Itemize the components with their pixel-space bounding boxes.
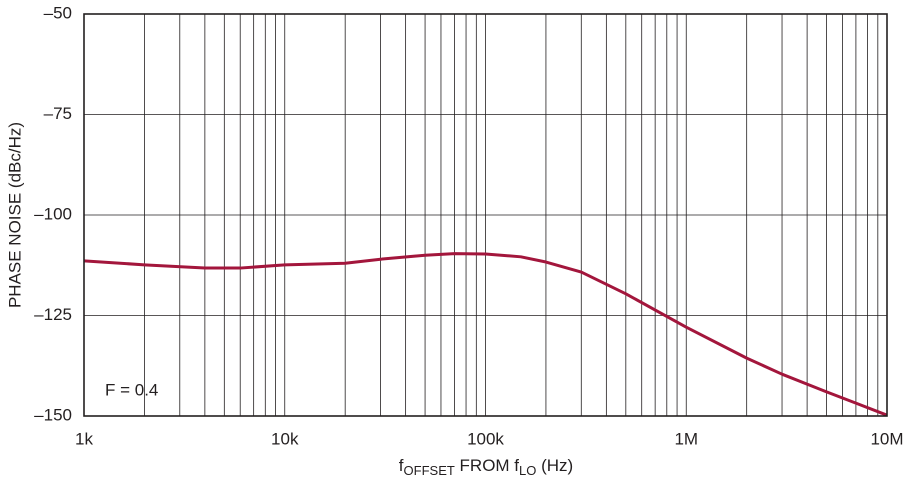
annotation: F = 0.4 [105, 380, 158, 399]
y-tick-label: –75 [44, 104, 72, 123]
y-axis-label: PHASE NOISE (dBc/Hz) [5, 122, 24, 308]
y-tick-label: –50 [44, 3, 72, 22]
x-label-sub: LO [519, 463, 536, 478]
x-tick-label: 10M [870, 429, 903, 448]
y-tick-label: –125 [34, 305, 72, 324]
x-axis-label: fOFFSET FROM fLO (Hz) [399, 456, 573, 478]
x-label-part: f [399, 456, 404, 475]
grid [83, 13, 888, 417]
x-tick-label: 1k [75, 429, 93, 448]
plot-frame [83, 13, 888, 417]
x-label-part: FROM f [455, 456, 519, 475]
data-line [83, 252, 888, 417]
x-label-sub: OFFSET [404, 463, 455, 478]
y-tick-label: –150 [34, 405, 72, 424]
x-tick-label: 10k [271, 429, 299, 448]
x-label-part: (Hz) [536, 456, 573, 475]
x-tick-label: 100k [467, 429, 504, 448]
y-tick-label: –100 [34, 204, 72, 223]
x-tick-label: 1M [674, 429, 698, 448]
